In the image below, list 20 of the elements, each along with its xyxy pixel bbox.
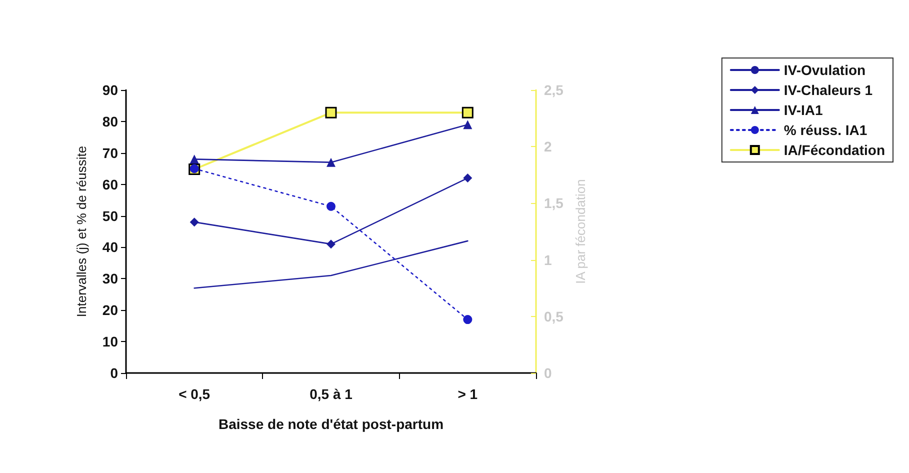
x-axis-title: Baisse de note d'état post-partum [218, 416, 444, 432]
y-tick-label: 30 [102, 270, 118, 287]
y-tick-label: 10 [102, 334, 118, 350]
legend-label: % réuss. IA1 [784, 122, 868, 138]
legend-label: IV-Ovulation [784, 62, 866, 78]
y-tick-label: 70 [102, 144, 118, 161]
y-tick-label: 20 [102, 302, 118, 318]
y-tick-label: 50 [102, 208, 118, 224]
legend-label: IV-IA1 [784, 102, 824, 118]
x-tick-label: < 0,5 [178, 386, 210, 402]
legend-label: IV-Chaleurs 1 [784, 82, 873, 98]
y-tick-label: 40 [102, 239, 118, 256]
y-tick-label: 60 [102, 176, 118, 192]
y-axis-title: Intervalles (j) et % de réussite [74, 146, 89, 318]
y-tick-label: 90 [102, 82, 118, 98]
y-tick-label: 80 [102, 113, 118, 130]
legend-label: IA/Fécondation [784, 142, 886, 158]
x-tick-label: > 1 [458, 386, 478, 402]
y-tick-label: 0 [110, 365, 118, 381]
x-tick-label: 0,5 à 1 [310, 386, 353, 402]
